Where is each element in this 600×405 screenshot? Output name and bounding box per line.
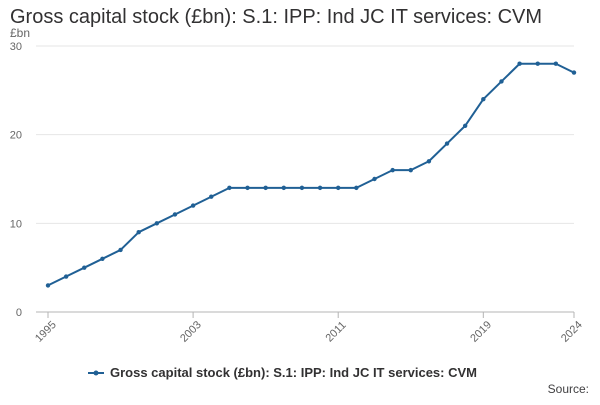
gridlines	[36, 45, 574, 313]
data-point[interactable]	[227, 185, 232, 191]
data-point[interactable]	[263, 185, 268, 191]
data-point[interactable]	[499, 79, 504, 84]
x-tick-label: 1995	[33, 319, 59, 345]
data-point[interactable]	[281, 185, 286, 191]
data-point[interactable]	[426, 159, 432, 164]
y-tick-label: 20	[10, 130, 22, 142]
data-point[interactable]	[462, 123, 468, 128]
data-point[interactable]	[535, 61, 540, 66]
data-point[interactable]	[336, 185, 341, 191]
x-tick-label: 2024	[559, 319, 585, 345]
y-axis-unit-label: £bn	[10, 26, 30, 40]
series-line[interactable]	[47, 62, 575, 287]
axes: £bn 0 10 20 30 1995 2003 2011 2019 2024	[10, 26, 585, 345]
source-label: Source:	[548, 382, 589, 396]
data-point[interactable]	[245, 185, 250, 191]
data-point[interactable]	[317, 185, 323, 191]
data-point[interactable]	[390, 167, 395, 173]
legend-label[interactable]: Gross capital stock (£bn): S.1: IPP: Ind…	[110, 365, 477, 380]
data-point[interactable]	[299, 185, 305, 191]
legend-marker-icon	[93, 370, 99, 376]
y-tick-label: 30	[10, 41, 22, 53]
data-point[interactable]	[45, 283, 51, 288]
chart-title: Gross capital stock (£bn): S.1: IPP: Ind…	[10, 6, 543, 28]
data-point[interactable]	[553, 61, 559, 66]
data-point[interactable]	[481, 97, 486, 102]
data-point[interactable]	[63, 274, 69, 279]
data-point[interactable]	[571, 70, 577, 75]
series-layer	[45, 61, 577, 288]
data-point[interactable]	[82, 265, 87, 270]
source-area: Source:	[548, 382, 589, 396]
data-point[interactable]	[118, 247, 123, 253]
data-point[interactable]	[190, 203, 196, 208]
data-point[interactable]	[154, 221, 160, 226]
data-point[interactable]	[209, 194, 214, 199]
data-point[interactable]	[408, 167, 413, 173]
x-tick-label: 2011	[323, 319, 348, 344]
data-point[interactable]	[172, 212, 178, 217]
y-tick-label: 0	[16, 307, 22, 319]
y-tick-label: 10	[10, 218, 22, 230]
data-point[interactable]	[354, 185, 359, 191]
data-point[interactable]	[444, 141, 450, 146]
data-point[interactable]	[372, 176, 377, 182]
data-point[interactable]	[100, 256, 105, 261]
x-tick-label: 2019	[468, 319, 494, 345]
legend[interactable]: Gross capital stock (£bn): S.1: IPP: Ind…	[88, 365, 477, 380]
x-tick-label: 2003	[178, 319, 204, 345]
data-point[interactable]	[517, 61, 522, 66]
data-point[interactable]	[136, 230, 141, 235]
